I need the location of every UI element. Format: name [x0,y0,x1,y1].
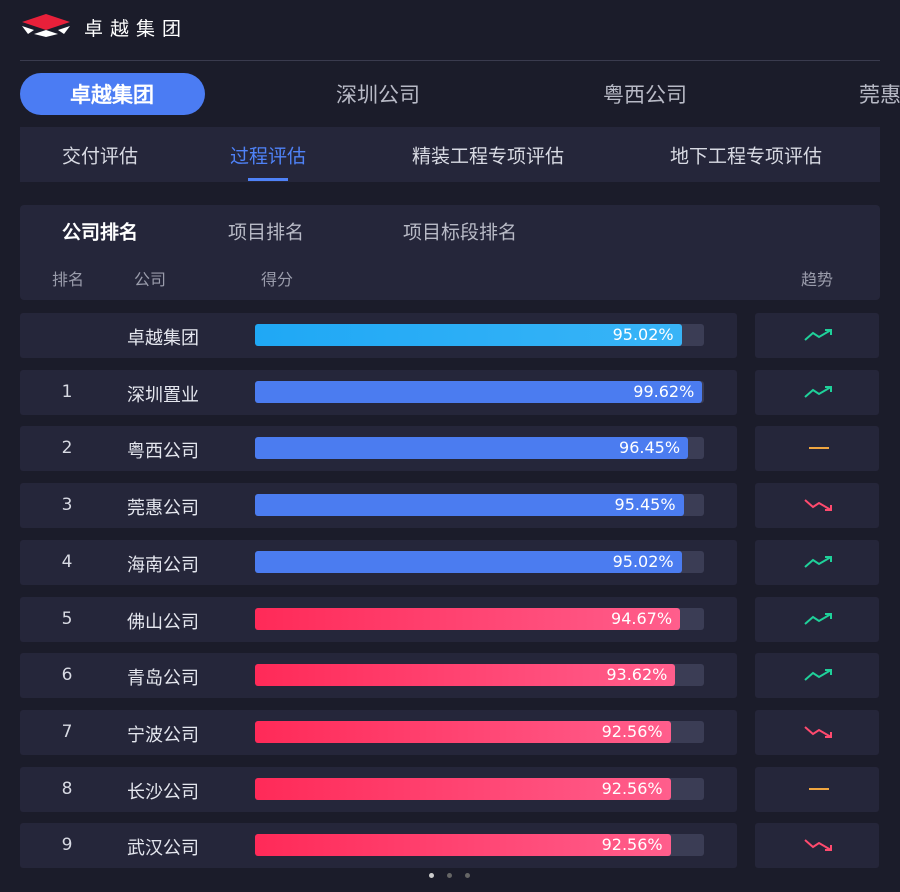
tab-underline [248,178,288,181]
trend-icon [803,440,835,456]
trend-icon [803,327,835,343]
rank: 4 [61,551,73,572]
rank-tab[interactable]: 项目标段排名 [402,221,518,244]
column-header: 趋势 [800,270,834,289]
active-tab-pill[interactable] [20,73,205,115]
score-label: 96.45% [619,438,681,458]
trend-icon [803,384,835,400]
trend-icon [803,554,835,570]
company-name: 佛山公司 [127,611,199,633]
column-header: 公司 [133,270,167,289]
divider [20,60,880,61]
page-dot [465,873,470,878]
rank: 3 [61,495,73,516]
company-tab[interactable]: 深圳公司 [336,83,420,107]
rank: 9 [61,835,73,856]
rank-panel [20,205,880,300]
trend-icon [803,724,835,740]
score-bar [255,550,682,573]
company-tab[interactable]: 粤西公司 [603,83,687,107]
score-bar [255,777,671,800]
score-bar [255,834,671,857]
rank: 5 [61,608,73,629]
rank: 6 [61,665,73,686]
rank-tab[interactable]: 公司排名 [61,221,139,244]
column-header: 得分 [260,270,294,289]
company-name: 长沙公司 [127,781,199,803]
score-label: 95.02% [612,325,674,344]
score-label: 95.45% [614,495,676,515]
eval-tab[interactable]: 精装工程专项评估 [411,145,565,168]
score-label: 92.56% [601,721,663,741]
rank: 2 [61,438,73,459]
score-label: 94.67% [611,608,673,628]
rank: 8 [61,778,73,799]
company-name: 莞惠公司 [127,498,199,520]
company-name: 海南公司 [127,554,199,576]
company-name: 卓越集团 [127,328,199,349]
page-dot [447,873,452,878]
company-name: 宁波公司 [127,724,199,746]
eval-tab[interactable]: 地下工程专项评估 [669,145,823,168]
page-dot [429,873,434,878]
company-tab[interactable]: 卓越集团 [70,83,154,107]
score-bar [255,494,684,517]
trend-icon [803,781,835,797]
logo [22,14,70,37]
score-bar [255,720,671,743]
score-bar [255,437,689,460]
score-bar [255,324,682,346]
rank-tab[interactable]: 项目排名 [227,221,305,244]
rank: 1 [61,381,73,402]
score-label: 92.56% [601,778,663,798]
column-header: 排名 [51,270,85,289]
trend-icon [803,611,835,627]
trend-icon [803,837,835,853]
rank: 7 [61,721,73,742]
eval-tab-bar [20,127,880,182]
brand: 卓越集团 [84,18,189,40]
trend-icon [803,667,835,683]
score-label: 95.02% [612,551,674,571]
score-bar [255,607,681,630]
company-name: 青岛公司 [127,668,199,690]
company-name: 武汉公司 [127,838,199,860]
score-label: 93.62% [606,665,668,685]
score-bar [255,664,676,687]
company-name: 深圳置业 [127,384,199,406]
score-label: 92.56% [601,835,663,855]
eval-tab[interactable]: 交付评估 [61,145,139,168]
company-name: 粤西公司 [127,441,199,463]
company-tab[interactable]: 莞惠 [859,83,900,107]
eval-tab[interactable]: 过程评估 [229,145,307,168]
trend-icon [803,497,835,513]
score-bar [255,380,703,403]
score-label: 99.62% [633,381,695,401]
